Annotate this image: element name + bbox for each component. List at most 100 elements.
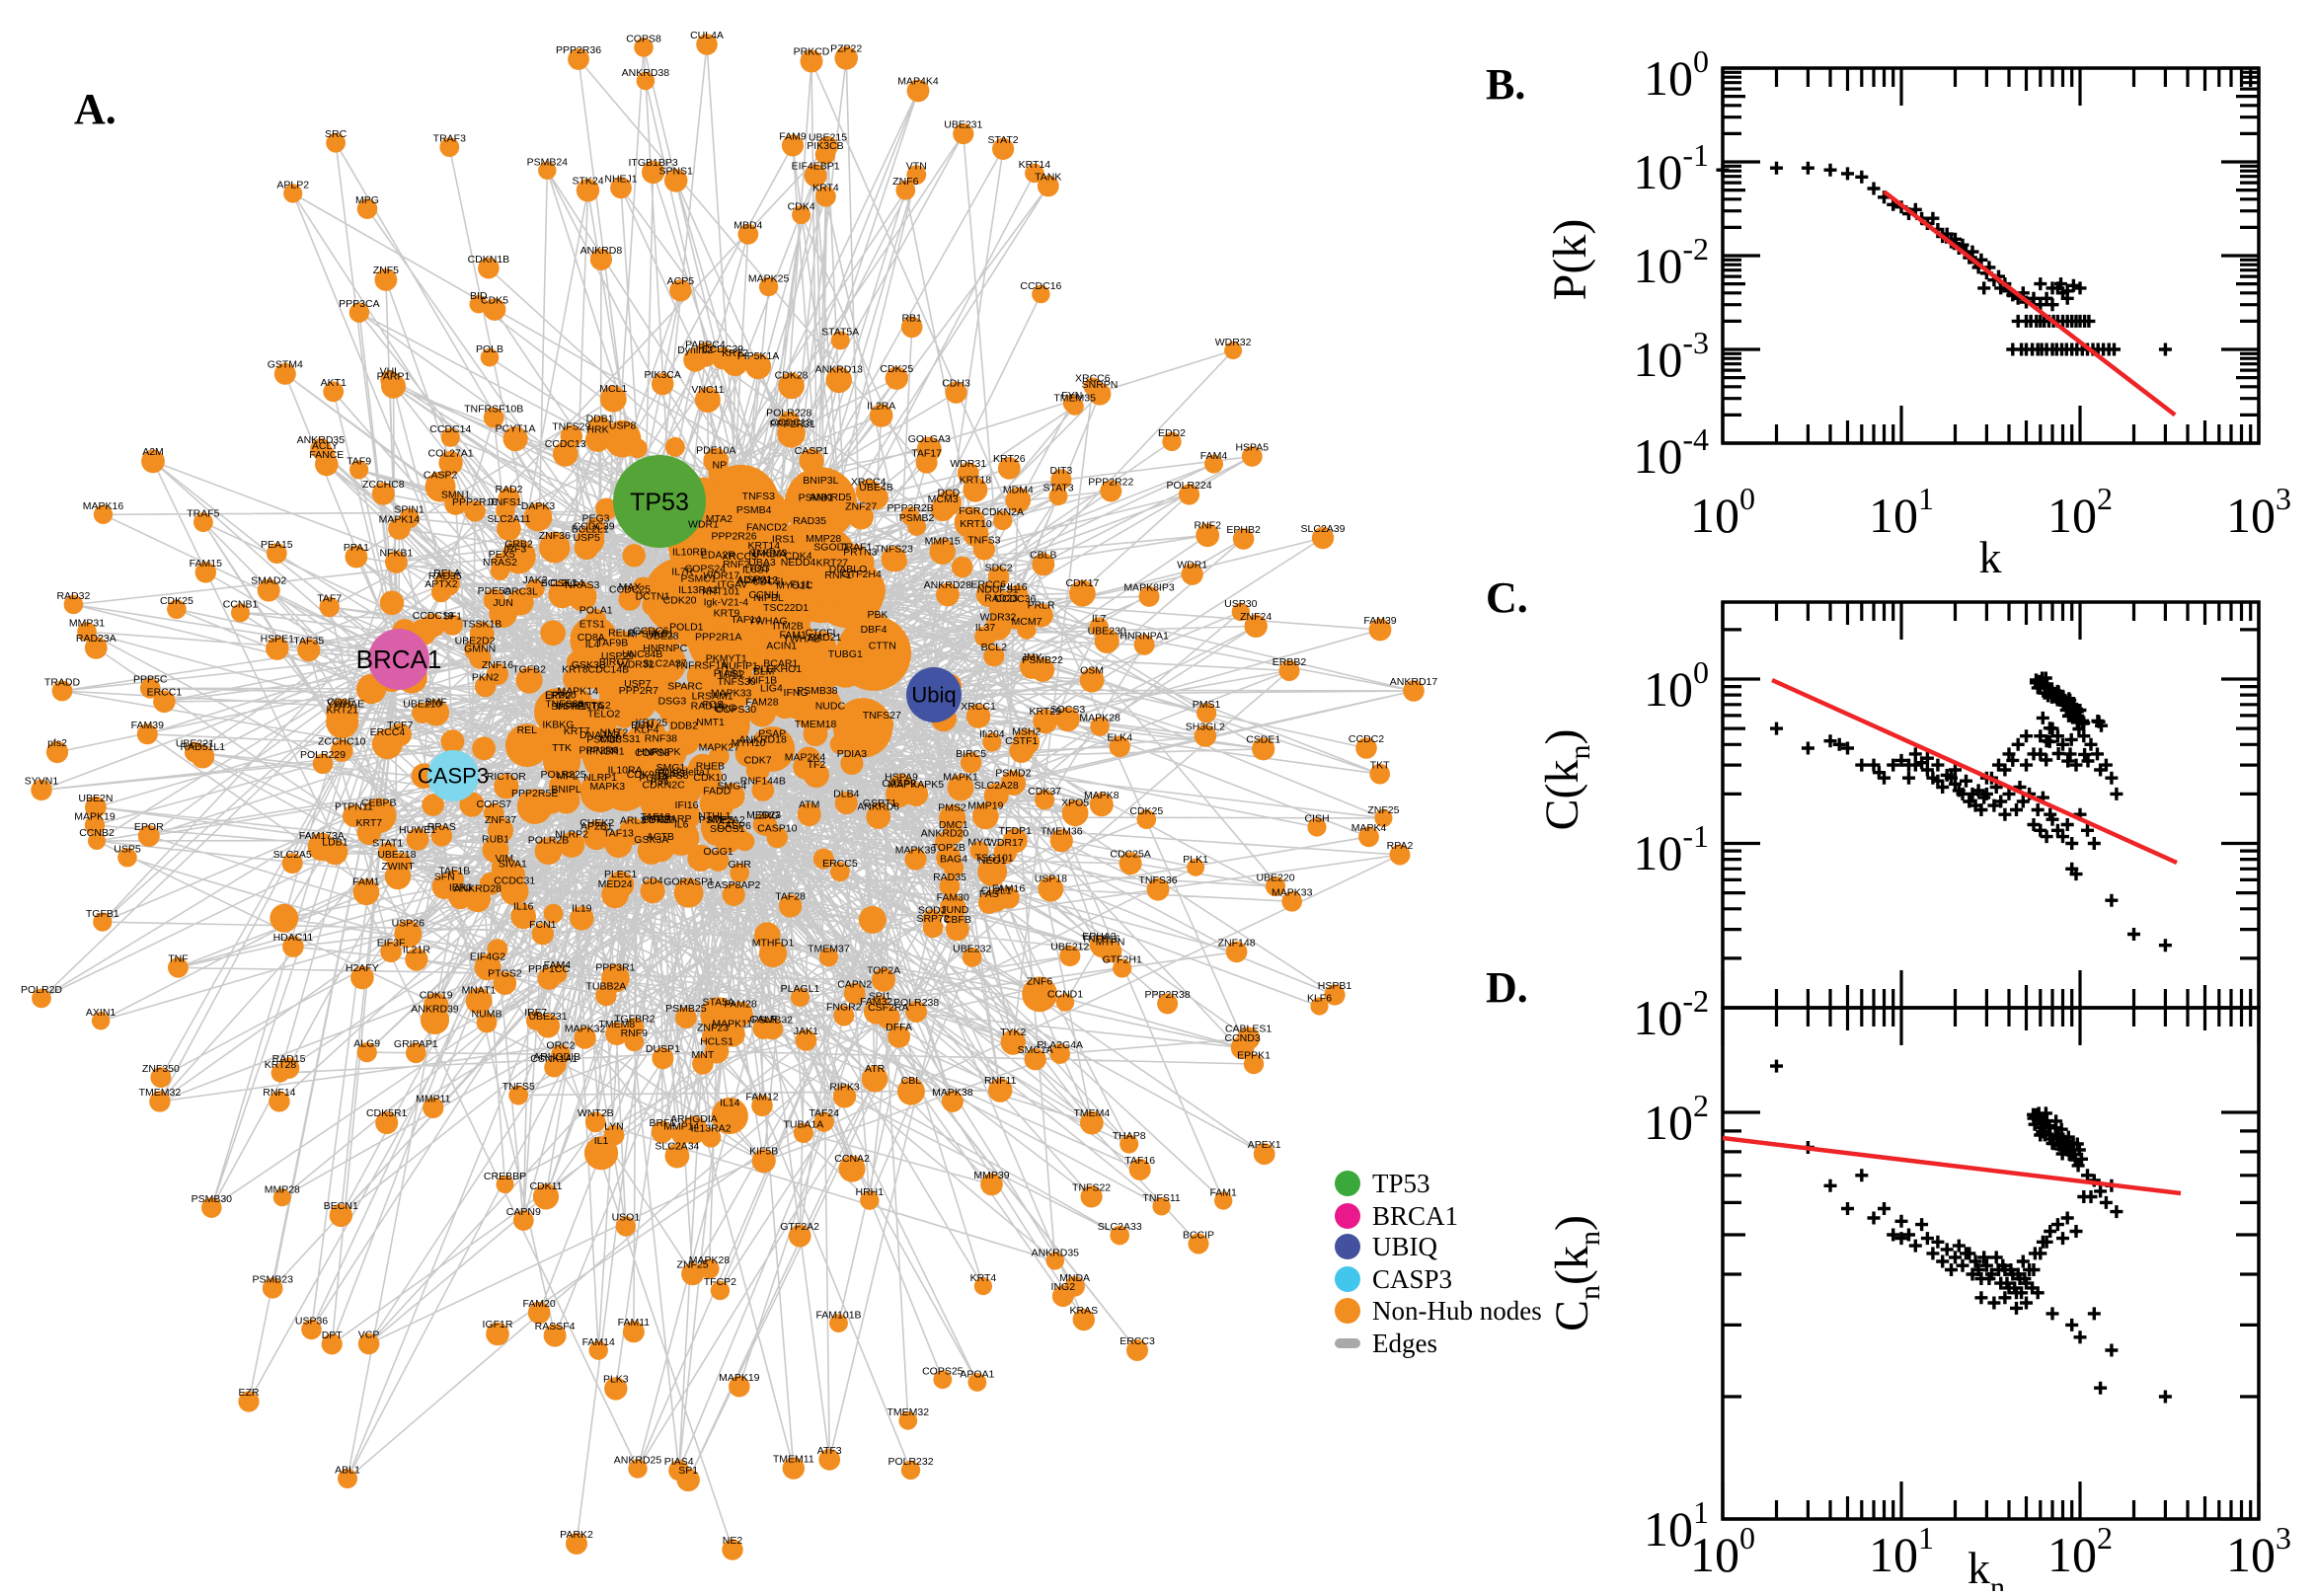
svg-text:UBE221: UBE221 bbox=[176, 737, 214, 749]
svg-text:ORC2: ORC2 bbox=[546, 1040, 575, 1052]
svg-text:AKT1: AKT1 bbox=[321, 377, 347, 389]
svg-text:RAD23: RAD23 bbox=[984, 593, 1018, 605]
svg-text:ZCCHC8: ZCCHC8 bbox=[362, 479, 405, 491]
svg-text:SF1: SF1 bbox=[443, 610, 462, 622]
svg-text:PLEKHO1: PLEKHO1 bbox=[754, 663, 803, 675]
svg-text:TELO2: TELO2 bbox=[587, 709, 620, 721]
svg-text:POLD1: POLD1 bbox=[669, 622, 704, 634]
svg-text:IL6ST: IL6ST bbox=[742, 565, 771, 576]
svg-text:TAF13: TAF13 bbox=[641, 811, 671, 823]
svg-text:TAF9B: TAF9B bbox=[596, 638, 628, 649]
svg-text:IL4: IL4 bbox=[585, 639, 600, 650]
svg-text:ZNF6: ZNF6 bbox=[892, 176, 918, 188]
svg-text:KRT9: KRT9 bbox=[714, 608, 740, 620]
svg-text:ZNF23: ZNF23 bbox=[697, 1023, 729, 1034]
svg-text:POLB: POLB bbox=[476, 343, 503, 355]
svg-text:CAPN9: CAPN9 bbox=[506, 1206, 541, 1218]
svg-text:GMNN: GMNN bbox=[464, 643, 496, 654]
svg-text:TTK: TTK bbox=[552, 742, 572, 754]
svg-text:CCNB2: CCNB2 bbox=[79, 827, 115, 839]
svg-text:P(k): P(k) bbox=[1544, 219, 1596, 301]
svg-text:10-1: 10-1 bbox=[1633, 818, 1709, 880]
svg-text:PSMD2: PSMD2 bbox=[995, 767, 1031, 779]
svg-text:DSG3: DSG3 bbox=[658, 695, 687, 707]
svg-text:USP18: USP18 bbox=[1035, 874, 1067, 885]
svg-text:CDK25: CDK25 bbox=[1129, 805, 1163, 817]
svg-text:PSMB22: PSMB22 bbox=[1022, 654, 1063, 666]
svg-text:USP2: USP2 bbox=[556, 701, 583, 713]
svg-text:CBL: CBL bbox=[901, 1075, 922, 1087]
svg-text:COPS8: COPS8 bbox=[635, 747, 670, 759]
svg-text:MED24: MED24 bbox=[598, 878, 633, 890]
svg-text:WDR17: WDR17 bbox=[987, 837, 1024, 849]
svg-text:IL7R: IL7R bbox=[671, 567, 694, 578]
svg-text:AXIN1: AXIN1 bbox=[86, 1007, 116, 1019]
svg-text:CBLB: CBLB bbox=[1030, 550, 1056, 562]
svg-text:BCL2L1: BCL2L1 bbox=[572, 523, 609, 535]
svg-text:ABL1: ABL1 bbox=[335, 1465, 360, 1477]
svg-text:Ubiq: Ubiq bbox=[911, 683, 956, 708]
svg-text:ZNF350: ZNF350 bbox=[142, 1063, 180, 1075]
svg-text:KRT28: KRT28 bbox=[265, 1059, 297, 1071]
svg-text:OSM: OSM bbox=[1080, 664, 1104, 676]
svg-text:APLP2: APLP2 bbox=[276, 180, 309, 191]
svg-text:MAPK33: MAPK33 bbox=[1272, 887, 1313, 899]
svg-text:ERCC3: ERCC3 bbox=[1119, 1335, 1155, 1347]
svg-text:NRAS3: NRAS3 bbox=[565, 579, 599, 591]
svg-text:YWHAB: YWHAB bbox=[783, 634, 821, 646]
svg-text:UBE218: UBE218 bbox=[377, 849, 416, 861]
svg-text:SMN1: SMN1 bbox=[441, 490, 470, 501]
svg-text:RNF1: RNF1 bbox=[824, 570, 852, 581]
svg-text:MTA2: MTA2 bbox=[706, 513, 733, 525]
svg-text:GOLGA3: GOLGA3 bbox=[908, 433, 951, 445]
svg-text:CTTN: CTTN bbox=[869, 640, 896, 651]
svg-text:PPA1: PPA1 bbox=[344, 542, 369, 554]
svg-text:BIRC5: BIRC5 bbox=[956, 748, 986, 760]
svg-text:TRAF1: TRAF1 bbox=[839, 541, 872, 553]
svg-text:ACLY: ACLY bbox=[312, 440, 339, 452]
svg-text:PEG3: PEG3 bbox=[581, 513, 609, 525]
svg-text:RAD21: RAD21 bbox=[809, 632, 842, 644]
svg-text:FAM9: FAM9 bbox=[779, 130, 807, 142]
svg-text:TNFS22: TNFS22 bbox=[1072, 1181, 1111, 1193]
svg-text:pfs2: pfs2 bbox=[47, 737, 67, 749]
svg-text:CDC25A: CDC25A bbox=[1110, 849, 1150, 861]
svg-text:MAPK14: MAPK14 bbox=[557, 685, 598, 697]
svg-text:NUDC: NUDC bbox=[815, 700, 846, 712]
svg-text:TNFS29: TNFS29 bbox=[552, 421, 590, 433]
svg-text:ARL3: ARL3 bbox=[620, 815, 646, 827]
svg-text:TMEM35: TMEM35 bbox=[1053, 393, 1096, 405]
svg-text:TFDP1: TFDP1 bbox=[999, 825, 1032, 837]
svg-text:SOCS3: SOCS3 bbox=[1050, 704, 1086, 716]
svg-text:DLB4: DLB4 bbox=[833, 788, 859, 799]
svg-text:PLEC1: PLEC1 bbox=[604, 869, 637, 880]
svg-text:CASP10: CASP10 bbox=[757, 823, 797, 835]
svg-text:USP5: USP5 bbox=[114, 843, 141, 855]
svg-text:NIPBL: NIPBL bbox=[753, 592, 784, 604]
svg-text:EDD2: EDD2 bbox=[1158, 427, 1186, 439]
svg-text:HCLS1: HCLS1 bbox=[700, 1035, 733, 1047]
svg-text:REL: REL bbox=[517, 724, 538, 736]
svg-text:CDKN1B: CDKN1B bbox=[468, 254, 510, 266]
svg-text:B.: B. bbox=[1486, 60, 1525, 109]
svg-text:CDK20: CDK20 bbox=[642, 814, 675, 826]
svg-text:DDB1: DDB1 bbox=[586, 413, 614, 424]
svg-text:HSPE1: HSPE1 bbox=[261, 634, 295, 646]
svg-text:COPS25: COPS25 bbox=[922, 1366, 964, 1378]
svg-text:MNAT1: MNAT1 bbox=[462, 985, 497, 997]
svg-text:TYK2: TYK2 bbox=[1000, 1026, 1026, 1038]
svg-text:ERCC5: ERCC5 bbox=[822, 858, 858, 870]
svg-text:GSK3B: GSK3B bbox=[572, 659, 606, 671]
svg-text:CDC14B: CDC14B bbox=[588, 663, 629, 675]
svg-text:MPL: MPL bbox=[557, 770, 579, 782]
svg-text:ANKRD13: ANKRD13 bbox=[815, 364, 864, 376]
svg-text:FAM39: FAM39 bbox=[1363, 615, 1396, 627]
svg-text:CDK5R1: CDK5R1 bbox=[366, 1107, 408, 1119]
svg-text:ACIN1: ACIN1 bbox=[766, 641, 797, 652]
svg-text:PPP3CA: PPP3CA bbox=[339, 298, 379, 310]
svg-text:CASP9: CASP9 bbox=[882, 778, 916, 790]
svg-text:RAD35: RAD35 bbox=[428, 570, 462, 582]
svg-text:RB1: RB1 bbox=[901, 313, 922, 325]
svg-text:WDR1: WDR1 bbox=[1177, 560, 1207, 571]
svg-text:KRT8: KRT8 bbox=[562, 664, 588, 676]
